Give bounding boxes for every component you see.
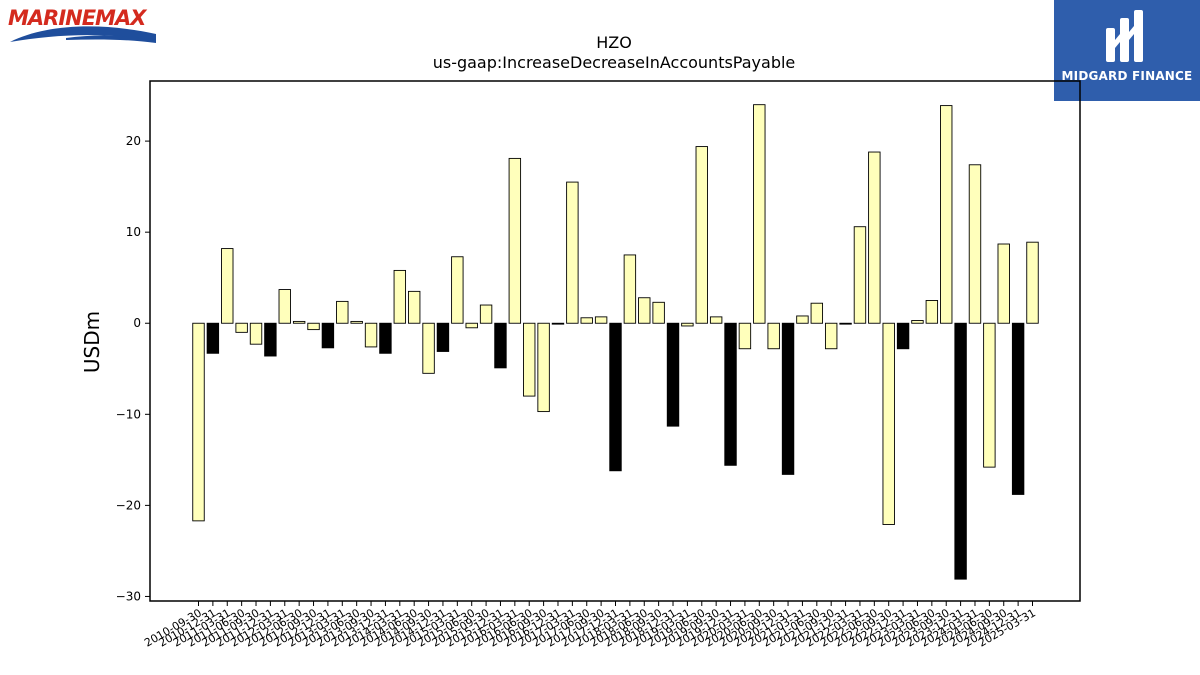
y-tick-label: −30 [116, 589, 141, 603]
bar-2013-06-30 [350, 320, 363, 324]
bar-2017-09-30 [594, 316, 608, 324]
bar-2024-06-30 [983, 322, 996, 468]
chart-subtitle: us-gaap:IncreaseDecreaseInAccountsPayabl… [433, 53, 796, 72]
bar-2010-09-30 [192, 322, 205, 522]
midgard-finance-logo: MIDGARD FINANCE [1054, 0, 1200, 101]
bar-2023-03-31 [911, 320, 924, 324]
bar-2017-12-31 [609, 322, 622, 472]
bar-2020-03-31 [738, 322, 752, 350]
bar-2020-09-30 [767, 322, 780, 350]
bar-2024-03-31 [968, 164, 982, 324]
bar-2018-06-30 [638, 297, 651, 324]
bar-2020-12-31 [781, 322, 795, 475]
bar-2016-12-31 [551, 322, 565, 325]
bar-2024-12-31 [1011, 322, 1025, 495]
bar-2015-06-30 [465, 322, 478, 329]
bar-2022-03-31 [853, 226, 867, 324]
bar-2015-09-30 [479, 304, 493, 324]
bar-2014-09-30 [422, 322, 435, 374]
bar-2012-03-31 [278, 289, 291, 324]
bar-2012-06-30 [292, 320, 306, 324]
y-tick-label: −10 [116, 407, 141, 421]
chart-title: HZO [596, 33, 632, 52]
bar-2013-09-30 [364, 322, 378, 348]
bar-2019-09-30 [709, 316, 723, 324]
bar-2023-06-30 [925, 300, 939, 324]
bar-2022-12-31 [896, 322, 910, 350]
bar-2016-03-31 [508, 157, 522, 324]
bar-2023-09-30 [940, 105, 953, 324]
plot-frame [149, 80, 1081, 602]
y-tick-label: 0 [133, 316, 141, 330]
marinemax-logo: MARINEMAX [6, 4, 166, 48]
y-axis-label: USDm [80, 311, 104, 373]
y-tick-label: 10 [126, 225, 141, 239]
bar-2021-09-30 [824, 322, 838, 350]
bar-2022-06-30 [868, 151, 881, 324]
bar-2015-03-31 [451, 256, 464, 324]
bar-2016-06-30 [523, 322, 536, 397]
bar-2012-12-31 [321, 322, 335, 349]
bar-2024-09-30 [997, 243, 1010, 324]
bar-2020-06-30 [753, 104, 766, 324]
bar-2019-12-31 [724, 322, 737, 466]
marinemax-logo-text: MARINEMAX [8, 6, 146, 30]
bar-2018-03-31 [623, 254, 637, 324]
bars-group [192, 104, 1039, 580]
bar-2019-03-31 [681, 322, 694, 327]
bar-2013-12-31 [379, 322, 392, 354]
bar-2018-12-31 [666, 322, 680, 427]
bar-2011-03-31 [221, 248, 234, 324]
bar-2015-12-31 [494, 322, 507, 369]
marinemax-wave-icon [10, 26, 156, 43]
midgard-monogram-icon [1106, 10, 1143, 62]
bar-2014-06-30 [407, 290, 421, 324]
bar-2014-03-31 [393, 269, 407, 324]
y-ticks-group: −30 −20 −10 0 10 20 [116, 134, 150, 603]
bar-2011-06-30 [235, 322, 248, 333]
bar-2017-03-31 [566, 181, 579, 324]
bar-2010-12-31 [206, 322, 220, 354]
bar-2021-03-31 [796, 315, 809, 324]
bar-2023-12-31 [954, 322, 967, 580]
bar-2011-12-31 [264, 322, 277, 357]
bar-2014-12-31 [436, 322, 450, 352]
bar-2021-06-30 [810, 302, 824, 324]
bar-2011-09-30 [249, 322, 263, 345]
bar-2021-12-31 [839, 322, 852, 325]
bar-2019-06-30 [695, 146, 708, 324]
bar-2025-03-31 [1026, 241, 1039, 324]
y-tick-label: −20 [116, 498, 141, 512]
bar-2022-09-30 [882, 322, 895, 525]
x-ticks-group: 2010-09-302010-12-312011-03-312011-06-30… [142, 601, 1038, 650]
y-tick-label: 20 [126, 134, 141, 148]
bar-2013-03-31 [336, 300, 349, 324]
bar-2012-09-30 [307, 322, 320, 331]
bar-2018-09-30 [652, 301, 665, 324]
bar-2016-09-30 [537, 322, 550, 413]
bar-2017-06-30 [580, 317, 593, 324]
midgard-finance-logo-text: MIDGARD FINANCE [1061, 69, 1193, 83]
